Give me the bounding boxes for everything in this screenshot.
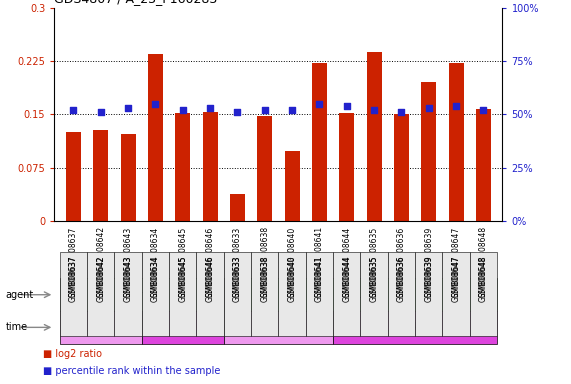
Text: GSM808640: GSM808640: [288, 256, 296, 297]
Text: GSM808634: GSM808634: [151, 256, 160, 302]
Bar: [175, 113, 190, 221]
Bar: [120, 134, 135, 221]
Text: GSM808647: GSM808647: [452, 256, 461, 302]
Bar: [60, 278, 224, 311]
Text: GSM808646: GSM808646: [206, 256, 215, 302]
Point: [206, 105, 215, 111]
Text: GSM808635: GSM808635: [369, 256, 379, 302]
Text: GSM808633: GSM808633: [233, 256, 242, 302]
Bar: [421, 82, 436, 221]
Text: time: time: [6, 322, 28, 333]
Text: control: control: [122, 290, 161, 300]
Text: GSM808639: GSM808639: [424, 256, 433, 297]
Point: [369, 107, 379, 113]
Bar: [360, 252, 388, 336]
Bar: [142, 311, 224, 344]
Point: [452, 103, 461, 109]
Bar: [257, 116, 272, 221]
Bar: [60, 252, 87, 336]
Text: GSM808636: GSM808636: [397, 256, 406, 302]
Text: GSM808640: GSM808640: [288, 256, 296, 302]
Point: [315, 101, 324, 107]
Bar: [251, 252, 279, 336]
Bar: [66, 132, 81, 221]
Text: GSM808638: GSM808638: [260, 256, 269, 302]
Text: GSM808637: GSM808637: [69, 256, 78, 302]
Bar: [230, 194, 245, 221]
Bar: [367, 52, 381, 221]
Text: 3 h: 3 h: [270, 322, 287, 333]
Text: ■ percentile rank within the sample: ■ percentile rank within the sample: [43, 366, 220, 376]
Text: GSM808645: GSM808645: [178, 256, 187, 297]
Point: [96, 109, 105, 115]
Bar: [148, 54, 163, 221]
Point: [233, 109, 242, 115]
Bar: [333, 311, 497, 344]
Text: ■ log2 ratio: ■ log2 ratio: [43, 349, 102, 359]
Text: GSM808642: GSM808642: [96, 256, 105, 297]
Bar: [333, 252, 360, 336]
Bar: [388, 252, 415, 336]
Bar: [415, 252, 443, 336]
Bar: [312, 63, 327, 221]
Text: IL-17C: IL-17C: [343, 290, 378, 300]
Bar: [203, 112, 218, 221]
Point: [424, 105, 433, 111]
Bar: [284, 151, 300, 221]
Bar: [114, 252, 142, 336]
Text: GSM808646: GSM808646: [206, 256, 215, 297]
Text: GSM808648: GSM808648: [479, 256, 488, 297]
Bar: [224, 311, 333, 344]
Text: GSM808635: GSM808635: [369, 256, 379, 297]
Text: GSM808636: GSM808636: [397, 256, 406, 297]
Bar: [196, 252, 224, 336]
Bar: [169, 252, 196, 336]
Point: [151, 101, 160, 107]
Point: [287, 107, 296, 113]
Bar: [339, 113, 354, 221]
Text: 3 h: 3 h: [92, 322, 110, 333]
Point: [397, 109, 406, 115]
Bar: [142, 252, 169, 336]
Bar: [279, 252, 305, 336]
Bar: [476, 109, 491, 221]
Bar: [443, 252, 470, 336]
Text: GDS4807 / A_23_P160283: GDS4807 / A_23_P160283: [54, 0, 218, 5]
Point: [178, 107, 187, 113]
Bar: [224, 252, 251, 336]
Bar: [470, 252, 497, 336]
Text: GSM808644: GSM808644: [342, 256, 351, 302]
Text: GSM808647: GSM808647: [452, 256, 461, 297]
Bar: [305, 252, 333, 336]
Text: GSM808633: GSM808633: [233, 256, 242, 297]
Text: 24 h: 24 h: [170, 322, 195, 333]
Bar: [87, 252, 114, 336]
Text: GSM808642: GSM808642: [96, 256, 105, 302]
Bar: [60, 311, 142, 344]
Point: [123, 105, 132, 111]
Text: GSM808634: GSM808634: [151, 256, 160, 297]
Bar: [394, 114, 409, 221]
Text: GSM808648: GSM808648: [479, 256, 488, 302]
Text: GSM808638: GSM808638: [260, 256, 269, 297]
Text: 24 h: 24 h: [403, 322, 428, 333]
Point: [478, 107, 488, 113]
Text: GSM808637: GSM808637: [69, 256, 78, 297]
Text: GSM808643: GSM808643: [123, 256, 132, 302]
Text: GSM808645: GSM808645: [178, 256, 187, 302]
Text: GSM808641: GSM808641: [315, 256, 324, 302]
Text: GSM808643: GSM808643: [123, 256, 132, 297]
Text: agent: agent: [6, 290, 34, 300]
Text: GSM808639: GSM808639: [424, 256, 433, 302]
Point: [69, 107, 78, 113]
Text: GSM808641: GSM808641: [315, 256, 324, 297]
Point: [342, 103, 351, 109]
Point: [260, 107, 270, 113]
Bar: [448, 63, 464, 221]
Bar: [224, 278, 497, 311]
Text: GSM808644: GSM808644: [342, 256, 351, 297]
Bar: [93, 130, 108, 221]
